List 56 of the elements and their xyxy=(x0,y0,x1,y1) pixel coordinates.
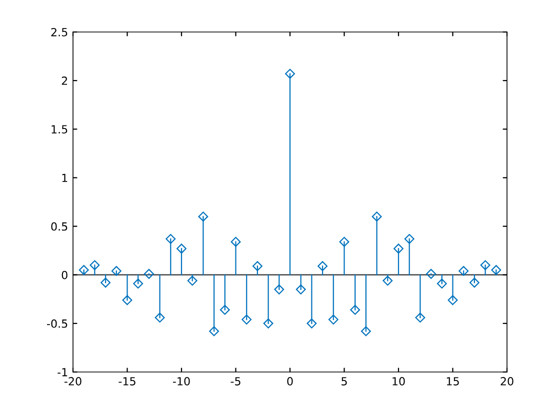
y-tick-label: 0.5 xyxy=(51,222,68,231)
point xyxy=(285,68,295,79)
point xyxy=(154,312,165,323)
y-tick-label: 2 xyxy=(62,76,68,85)
point xyxy=(78,265,89,275)
y-tick-label: 1.5 xyxy=(52,125,68,134)
point xyxy=(372,212,382,222)
x-tick-label: -5 xyxy=(230,377,240,386)
point xyxy=(90,260,100,270)
point xyxy=(100,278,111,288)
y-tick-label: 2.5 xyxy=(51,28,68,36)
point xyxy=(436,278,447,289)
point xyxy=(382,276,393,286)
point xyxy=(394,244,404,254)
point xyxy=(133,278,144,289)
point xyxy=(469,278,480,288)
point xyxy=(263,318,274,328)
point xyxy=(350,304,360,315)
point xyxy=(209,326,220,336)
x-tick-label: 5 xyxy=(342,377,347,386)
point xyxy=(296,284,306,294)
point xyxy=(404,234,414,244)
point xyxy=(230,236,241,247)
point xyxy=(415,312,426,323)
y-tick-label: 1 xyxy=(62,174,68,182)
point xyxy=(448,295,458,306)
x-tick-label: 20 xyxy=(500,377,514,386)
point xyxy=(491,265,502,275)
point xyxy=(220,304,230,315)
y-tick-label: -0.5 xyxy=(47,319,68,328)
point xyxy=(458,266,469,276)
point xyxy=(242,314,252,325)
x-tick-label: -20 xyxy=(64,377,82,386)
x-tick-label: -10 xyxy=(172,377,190,386)
point xyxy=(426,268,436,279)
x-tick-label: 0 xyxy=(287,377,293,386)
point xyxy=(274,284,284,294)
x-tick-label: 15 xyxy=(446,377,459,386)
point xyxy=(166,234,176,244)
point xyxy=(176,244,186,254)
x-tick-label: 10 xyxy=(392,377,405,386)
point xyxy=(360,326,371,336)
point xyxy=(111,266,122,276)
point xyxy=(198,212,208,222)
point xyxy=(122,295,132,306)
y-tick-label: -1 xyxy=(58,368,68,376)
point xyxy=(252,261,262,272)
y-tick-label: 0 xyxy=(62,270,68,280)
point xyxy=(144,268,154,279)
x-tick-label: -15 xyxy=(118,377,136,386)
point xyxy=(480,260,490,270)
point xyxy=(328,314,338,325)
point xyxy=(187,276,198,286)
point xyxy=(339,236,350,247)
point xyxy=(306,318,317,328)
point xyxy=(318,261,328,272)
